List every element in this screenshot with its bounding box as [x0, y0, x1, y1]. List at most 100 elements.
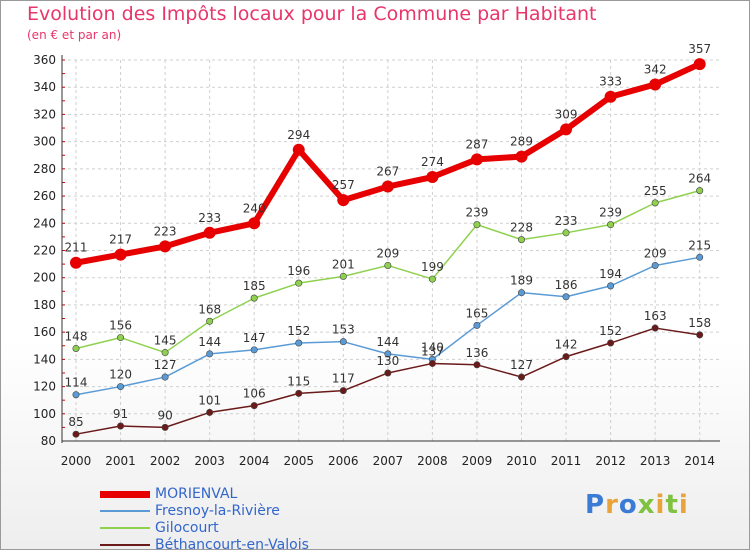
data-point [428, 275, 436, 283]
data-point [696, 253, 704, 261]
data-label: 209 [644, 246, 667, 260]
data-point [651, 261, 659, 269]
y-tick-label: 180 [33, 298, 56, 312]
data-point [562, 229, 570, 237]
data-label: 255 [644, 184, 667, 198]
data-label: 106 [243, 387, 266, 401]
data-label: 211 [65, 241, 88, 255]
data-point [72, 430, 80, 438]
data-point [607, 339, 615, 347]
legend-label: Fresnoy-la-Rivière [155, 503, 280, 519]
data-point [517, 236, 525, 244]
data-point [206, 350, 214, 358]
data-point [295, 279, 303, 287]
data-point [604, 90, 617, 103]
x-tick-label: 2013 [640, 454, 671, 468]
y-tick-label: 200 [33, 271, 56, 285]
data-label: 114 [65, 376, 88, 390]
data-label: 117 [332, 372, 355, 386]
data-point [337, 194, 350, 207]
data-point [515, 150, 528, 163]
logo-letter: i [678, 490, 689, 520]
data-label: 267 [376, 165, 399, 179]
data-label: 309 [555, 107, 578, 121]
logo-letter: i [655, 490, 666, 520]
data-label: 209 [376, 246, 399, 260]
data-point [206, 408, 214, 416]
logo-letter: t [665, 490, 679, 520]
data-point [381, 180, 394, 193]
legend-label: Gilocourt [155, 520, 219, 536]
data-point [117, 383, 125, 391]
data-point [473, 361, 481, 369]
data-point [70, 256, 82, 269]
chart-subtitle: (en € et par an) [27, 28, 122, 42]
proxiti-logo: Proxiti [585, 490, 689, 520]
data-label: 136 [465, 346, 488, 360]
y-tick-label: 160 [33, 325, 56, 339]
data-point [161, 373, 169, 381]
data-label: 233 [555, 214, 578, 228]
data-point [470, 153, 483, 166]
data-label: 217 [109, 233, 132, 247]
data-label: 163 [644, 309, 667, 323]
legend-swatch [100, 490, 150, 498]
y-tick-label: 100 [33, 407, 56, 421]
data-label: 357 [688, 42, 711, 56]
data-label: 228 [510, 221, 533, 235]
data-label: 215 [688, 238, 711, 252]
data-label: 152 [599, 324, 622, 338]
data-point [117, 334, 125, 342]
x-tick-label: 2010 [506, 454, 537, 468]
data-label: 148 [65, 329, 88, 343]
data-label: 91 [113, 407, 128, 421]
data-label: 294 [287, 128, 310, 142]
legend-label: Béthancourt-en-Valois [155, 537, 309, 553]
data-point [339, 272, 347, 280]
data-point [114, 248, 127, 261]
x-tick-label: 2003 [194, 454, 225, 468]
data-label: 239 [599, 206, 622, 220]
data-point [426, 171, 439, 184]
data-labels: 114 120 127 144 147 152 153 144 140 165 189 186 194 2… [65, 42, 712, 429]
data-label: 152 [287, 324, 310, 338]
data-label: 287 [465, 137, 488, 151]
data-label: 85 [68, 415, 83, 429]
data-label: 199 [421, 260, 444, 274]
x-tick-label: 2007 [373, 454, 404, 468]
legend-swatch [100, 510, 150, 512]
x-tick-label: 2012 [595, 454, 626, 468]
x-tick-label: 2000 [61, 454, 92, 468]
data-label: 274 [421, 155, 444, 169]
legend-label: MORIENVAL [155, 486, 238, 502]
data-label: 127 [510, 358, 533, 372]
y-tick-label: 280 [33, 162, 56, 176]
data-point [384, 261, 392, 269]
data-point [206, 317, 214, 325]
logo-letter: r [605, 490, 619, 520]
data-point [384, 350, 392, 358]
data-label: 289 [510, 135, 533, 149]
data-label: 144 [198, 335, 221, 349]
y-tick-label: 140 [33, 352, 56, 366]
data-label: 142 [555, 338, 578, 352]
data-point [292, 143, 305, 156]
data-point [72, 344, 80, 352]
data-label: 115 [287, 374, 310, 388]
data-point [72, 391, 80, 399]
x-tick-label: 2002 [150, 454, 181, 468]
logo-letter: x [637, 490, 656, 520]
y-tick-label: 320 [33, 107, 56, 121]
data-label: 239 [465, 206, 488, 220]
x-tick-label: 2008 [417, 454, 448, 468]
logo-letter: o [618, 490, 638, 520]
data-point [384, 369, 392, 377]
data-label: 127 [154, 358, 177, 372]
data-label: 153 [332, 323, 355, 337]
data-point [693, 58, 706, 71]
y-tick-label: 220 [33, 244, 56, 258]
data-label: 196 [287, 264, 310, 278]
data-point [203, 226, 216, 239]
data-point [607, 221, 615, 229]
